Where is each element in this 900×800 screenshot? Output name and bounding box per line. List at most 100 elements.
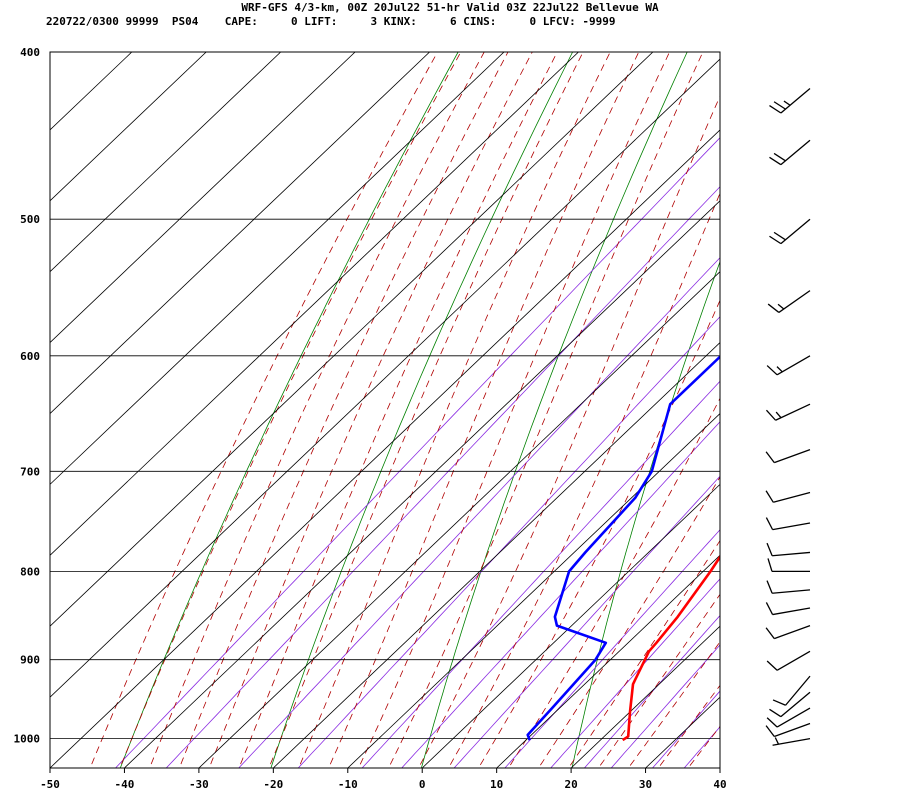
- wind-barb: [765, 602, 811, 616]
- wind-barb: [766, 355, 811, 376]
- mixing-ratio-line: [651, 690, 720, 768]
- moist-adiabat-line: [687, 725, 720, 768]
- x-tick-label: 40: [713, 778, 726, 791]
- mixing-ratio-line: [238, 257, 720, 768]
- wind-barb: [765, 722, 811, 738]
- moist-adiabat-line: [627, 641, 720, 768]
- isotherm-line: [50, 58, 720, 698]
- moist-adiabat-line: [178, 52, 509, 768]
- dry-adiabat-line: [270, 52, 574, 768]
- x-tick-label: -20: [263, 778, 283, 791]
- isotherm-line: [570, 625, 720, 768]
- x-axis-ticks: -50 -40 -30 -20 -10 0 10 20 30 40: [40, 768, 727, 791]
- dry-adiabat-line: [420, 52, 688, 768]
- sounding-profiles: [526, 354, 720, 742]
- x-tick-label: -40: [115, 778, 135, 791]
- moist-adiabat-line: [119, 52, 462, 768]
- isotherm-line: [421, 483, 720, 768]
- moist-adiabat-line: [568, 539, 720, 768]
- wind-barb: [769, 88, 811, 114]
- wind-barb: [767, 558, 810, 573]
- dry-adiabat-line: [571, 260, 720, 768]
- dry-adiabat-line: [872, 33, 900, 775]
- x-tick-label: 20: [564, 778, 577, 791]
- mixing-ratio-line: [550, 578, 720, 768]
- mixing-ratio-line: [297, 316, 720, 768]
- isotherm-line: [124, 200, 720, 768]
- wind-barb: [772, 737, 811, 746]
- y-tick-label: 800: [20, 565, 40, 578]
- isotherm-line: [50, 52, 430, 415]
- y-tick-label: 500: [20, 213, 40, 226]
- wind-barb: [765, 624, 811, 640]
- dry-adiabat-line: [721, 33, 900, 775]
- wind-barb: [765, 449, 811, 464]
- isotherm-line: [50, 52, 505, 485]
- y-tick-label: 600: [20, 350, 40, 363]
- x-tick-label: -30: [189, 778, 209, 791]
- mixing-ratio-line: [453, 475, 720, 768]
- isotherm-line: [50, 129, 720, 768]
- wind-barb: [772, 675, 811, 706]
- x-tick-label: -50: [40, 778, 60, 791]
- x-tick-label: 10: [490, 778, 503, 791]
- mixing-ratio-line: [583, 614, 720, 768]
- mixing-ratio-line: [610, 644, 720, 768]
- isotherm-line: [273, 342, 720, 768]
- mixing-ratio-line: [165, 186, 720, 768]
- isotherm-line: [496, 554, 720, 768]
- wind-barb: [765, 403, 811, 421]
- x-tick-label: 30: [639, 778, 652, 791]
- moist-adiabat-line: [149, 52, 485, 768]
- wind-barb: [769, 691, 811, 718]
- moist-adiabat-line: [208, 52, 533, 768]
- isotherm-line: [50, 52, 356, 344]
- wind-barb: [769, 139, 811, 166]
- moist-adiabat-line: [538, 476, 720, 768]
- plot-frame: [49, 51, 721, 769]
- y-tick-label: 900: [20, 654, 40, 667]
- wind-barb: [767, 290, 811, 313]
- x-tick-label: 0: [419, 778, 426, 791]
- moist-adiabat-line: [448, 192, 720, 768]
- isotherm-line: [347, 412, 720, 768]
- moist-adiabat-line: [478, 299, 720, 768]
- y-tick-label: 700: [20, 465, 40, 478]
- wind-barb: [766, 542, 811, 557]
- mixing-ratio-line: [114, 137, 720, 768]
- isotherm-line: [198, 271, 720, 768]
- mixing-ratio-line: [401, 421, 720, 768]
- moist-adiabat-line: [238, 52, 558, 768]
- x-tick-label: -10: [338, 778, 358, 791]
- dry-adiabat-line: [119, 52, 459, 768]
- moist-adiabat-line: [268, 52, 584, 768]
- moist-adiabat-line: [508, 397, 720, 768]
- isotherm-line: [50, 52, 654, 627]
- moist-adiabat-line: [717, 764, 720, 768]
- isotherm-line: [50, 52, 207, 202]
- isotherm-line: [719, 767, 720, 768]
- moist-adiabat-line: [89, 52, 439, 768]
- wind-barbs: [765, 88, 811, 746]
- moist-adiabat-line: [657, 684, 720, 768]
- wind-barb: [766, 707, 811, 728]
- isotherm-line: [50, 52, 579, 556]
- chart-title: WRF-GFS 4/3-km, 00Z 20Jul22 51-hr Valid …: [241, 1, 659, 14]
- wind-barb: [765, 517, 811, 531]
- wind-barb: [765, 490, 811, 503]
- grid-lines: [50, 52, 720, 768]
- moist-adiabat-line: [328, 52, 640, 768]
- mixing-ratio-line: [504, 529, 720, 768]
- isotherm-line: [50, 52, 281, 273]
- dewpoint-line: [526, 354, 720, 741]
- moist-adiabat-line: [597, 593, 720, 768]
- moist-adiabat-line: [418, 95, 720, 768]
- wind-barb: [766, 580, 811, 594]
- y-tick-label: 400: [20, 46, 40, 59]
- y-tick-label: 1000: [14, 733, 41, 746]
- temperature-line: [621, 554, 720, 742]
- chart-subtitle: 220722/0300 99999 PS04 CAPE: 0 LIFT: 3 K…: [46, 15, 616, 28]
- mixing-ratio-line: [361, 380, 720, 768]
- y-axis-ticks: 400 500 600 700 800 900 1000: [14, 46, 41, 746]
